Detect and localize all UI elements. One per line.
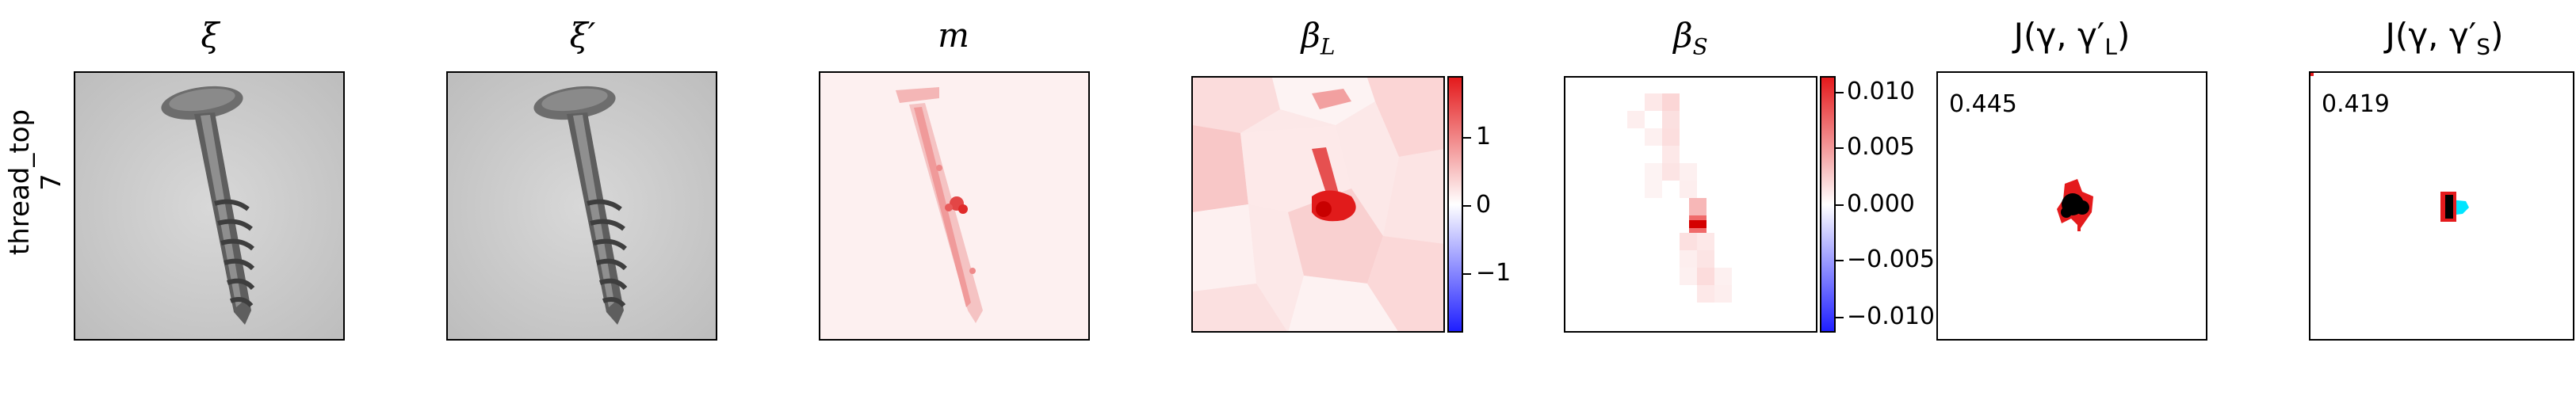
cbar-l-label-1: 1	[1476, 123, 1492, 150]
panel-title-xi: ξ	[201, 16, 220, 55]
cbar-l-label-m1: −1	[1476, 259, 1512, 287]
cbar-l-tick-0	[1463, 205, 1471, 207]
cbar-l-tick-1	[1463, 137, 1471, 139]
cbar-s-tick-3	[1836, 260, 1844, 261]
jaccard-s-score: 0.419	[2322, 90, 2390, 118]
row-index: 7	[36, 173, 67, 191]
jaccard-l-panel: 0.445	[1936, 71, 2207, 341]
panel-title-j-s: J(γ, γ′S)	[2385, 16, 2504, 60]
cbar-s-label-2: 0.000	[1847, 190, 1915, 218]
beta-s-heatmap	[1565, 78, 1816, 331]
jaccard-s-panel: 0.419	[2309, 71, 2574, 341]
image-xi-prime	[446, 71, 717, 341]
colorbar-beta-l	[1447, 76, 1463, 333]
cbar-s-tick-1	[1836, 147, 1844, 149]
row-category: thread_top	[4, 109, 36, 256]
row-label: thread_top 7	[0, 48, 71, 317]
cbar-s-tick-0	[1836, 92, 1844, 93]
cbar-s-label-4: −0.010	[1847, 303, 1936, 330]
cbar-l-label-0: 0	[1476, 191, 1492, 219]
screw-image-xi	[75, 73, 343, 339]
cbar-s-label-1: 0.005	[1847, 133, 1915, 161]
panel-title-xi-prime: ξ′	[569, 16, 596, 55]
attribution-beta-l	[1191, 76, 1445, 333]
panel-title-beta-l: βL	[1301, 16, 1336, 60]
image-xi	[74, 71, 345, 341]
jaccard-s-overlay	[2310, 73, 2469, 222]
screw-image-xi-prime	[448, 73, 716, 339]
panel-title-m: m	[938, 16, 969, 55]
attribution-beta-s	[1564, 76, 1817, 333]
jaccard-l-score: 0.445	[1949, 90, 2017, 118]
jaccard-l-overlay	[2057, 179, 2093, 231]
panel-title-j-l: J(γ, γ′L)	[2013, 16, 2131, 60]
mask-m-heatmap	[820, 73, 1088, 339]
mask-m	[819, 71, 1090, 341]
cbar-s-label-3: −0.005	[1847, 246, 1936, 273]
cbar-s-label-0: 0.010	[1847, 78, 1915, 105]
cbar-s-tick-2	[1836, 204, 1844, 206]
beta-l-heatmap	[1193, 78, 1443, 331]
cbar-l-tick-m1	[1463, 273, 1471, 275]
cbar-s-tick-4	[1836, 317, 1844, 318]
panel-title-beta-s: βS	[1673, 16, 1708, 60]
colorbar-beta-s	[1820, 76, 1836, 333]
